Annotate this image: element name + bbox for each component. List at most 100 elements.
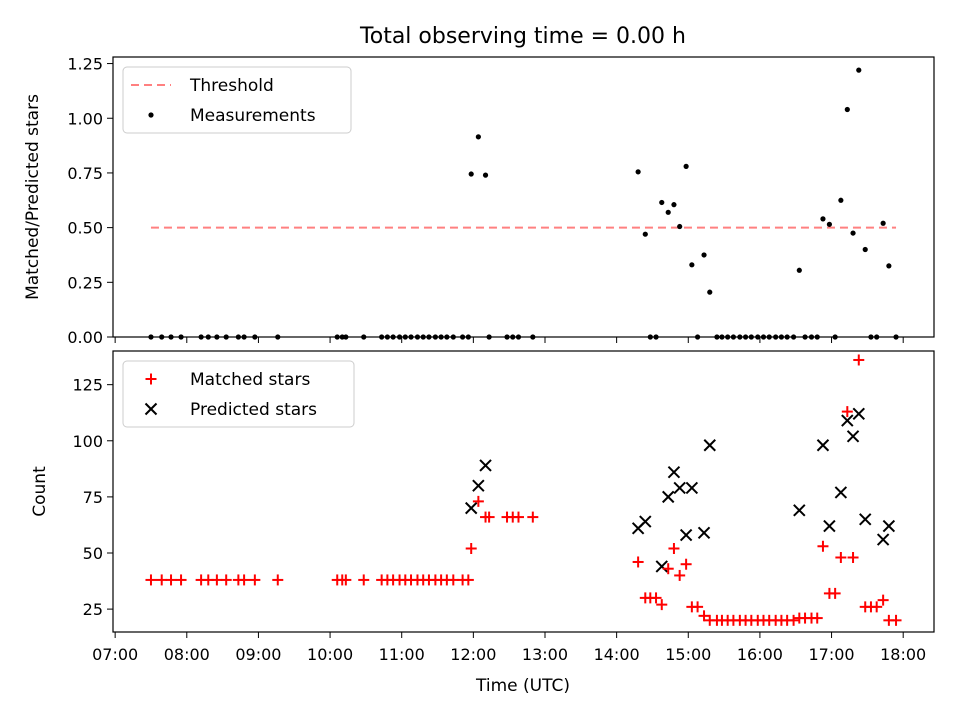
bottom-y-tick-label: 25 [83,600,103,619]
matched-point [835,551,847,563]
matched-point [847,551,859,563]
bottom-y-tick-label: 50 [83,544,103,563]
legend-label: Threshold [189,76,274,96]
matched-point [358,574,370,586]
predicted-point-stroke [472,479,485,492]
x-tick-label: 08:00 [164,645,210,664]
predicted-point [655,560,668,573]
top-y-tick-label: 0.50 [67,219,103,238]
predicted-point-stroke [697,526,711,540]
top-y-tick-label: 0.75 [67,164,103,183]
legend-label: Matched stars [190,370,310,390]
predicted-point-stroke [846,430,860,443]
predicted-point [816,439,830,452]
matched-point [211,574,223,586]
predicted-point [639,515,652,528]
predicted-point [876,533,890,546]
measurement-point [468,171,474,177]
matched-point [238,574,250,586]
bottom-y-tick-label: 75 [83,488,103,507]
predicted-point-stroke [703,439,716,452]
measurement-point [707,289,713,295]
matched-point [674,569,686,581]
predicted-point-stroke [685,481,699,495]
matched-point [483,511,495,523]
matched-point [662,563,674,575]
matched-point [841,406,853,418]
chart-title: Total observing time = 0.00 h [359,24,686,49]
legend-box [122,360,355,428]
x-tick-label: 17:00 [808,645,854,664]
measurement-point [482,172,489,178]
predicted-point [846,430,860,443]
predicted-point [841,414,854,427]
measurement-point [826,221,833,227]
matched-point [462,574,474,586]
predicted-point [697,526,711,540]
bottom-panel: 25 50 75 100 125 07:00 08:00 09:00 10:00 11:00 12:… [30,350,935,664]
predicted-point [667,465,681,479]
matched-point [877,594,889,606]
matched-point [692,601,704,613]
bottom-y-axis-label: Count [30,466,50,517]
predicted-point-stroke [479,459,492,472]
legend-measurement-marker [148,112,154,118]
predicted-point-stroke [823,519,836,533]
matched-point [656,599,668,611]
bottom-y-tick-label: 125 [72,376,103,395]
x-tick-label: 13:00 [522,645,568,664]
legend-label: Predicted stars [190,400,317,420]
legend-predicted-marker [144,402,158,416]
matched-point [340,574,352,586]
measurement-point [671,202,677,208]
predicted-point-stroke [852,407,865,421]
measurement-point [683,163,689,169]
legend-box [122,66,352,134]
measurement-point [796,267,802,273]
top-y-tick-label: 0.25 [67,273,103,292]
legend-label: Measurements [190,106,316,126]
top-panel: 0.00 0.25 0.50 0.75 1.00 1.25 Matched/Predicte… [23,55,935,347]
predicted-point [662,490,675,504]
predicted-point-stroke [639,515,652,528]
measurement-point [850,230,856,236]
predicted-point [793,504,806,517]
predicted-point-stroke [816,439,830,452]
top-y-axis-label: Matched/Predicted stars [23,94,43,300]
predicted-point [464,501,478,515]
predicted-point-stroke [464,501,478,515]
x-axis-label: Time (UTC) [475,676,570,696]
measurement-point [635,169,641,175]
matched-point [650,592,662,604]
predicted-point-stroke [793,504,806,517]
matched-point [447,574,459,586]
matched-point [680,558,692,570]
x-tick-label: 07:00 [92,645,138,664]
predicted-point-stroke [876,533,890,546]
matched-point [165,574,177,586]
predicted-point-stroke [859,513,872,526]
measurement-point [475,134,481,140]
bottom-y-tick-label: 100 [72,432,103,451]
measurement-point [642,231,648,237]
x-tick-label: 16:00 [737,645,783,664]
matched-point [527,511,539,523]
measurement-point [665,209,671,215]
top-y-tick-label: 1.25 [67,55,103,74]
matched-point [817,540,829,552]
measurement-point [862,246,868,253]
predicted-point [703,439,716,452]
predicted-point [859,513,872,526]
predicted-point [679,528,693,542]
matched-point [668,543,680,555]
x-tick-label: 09:00 [235,645,281,664]
measurement-point [880,220,886,226]
x-tick-label: 15:00 [665,645,711,664]
matched-point [811,612,823,624]
measurement-point [701,252,707,258]
matched-point [512,511,524,523]
top-y-tick-label: 0.00 [67,328,103,347]
matched-point [465,543,477,555]
measurement-point [856,67,862,73]
